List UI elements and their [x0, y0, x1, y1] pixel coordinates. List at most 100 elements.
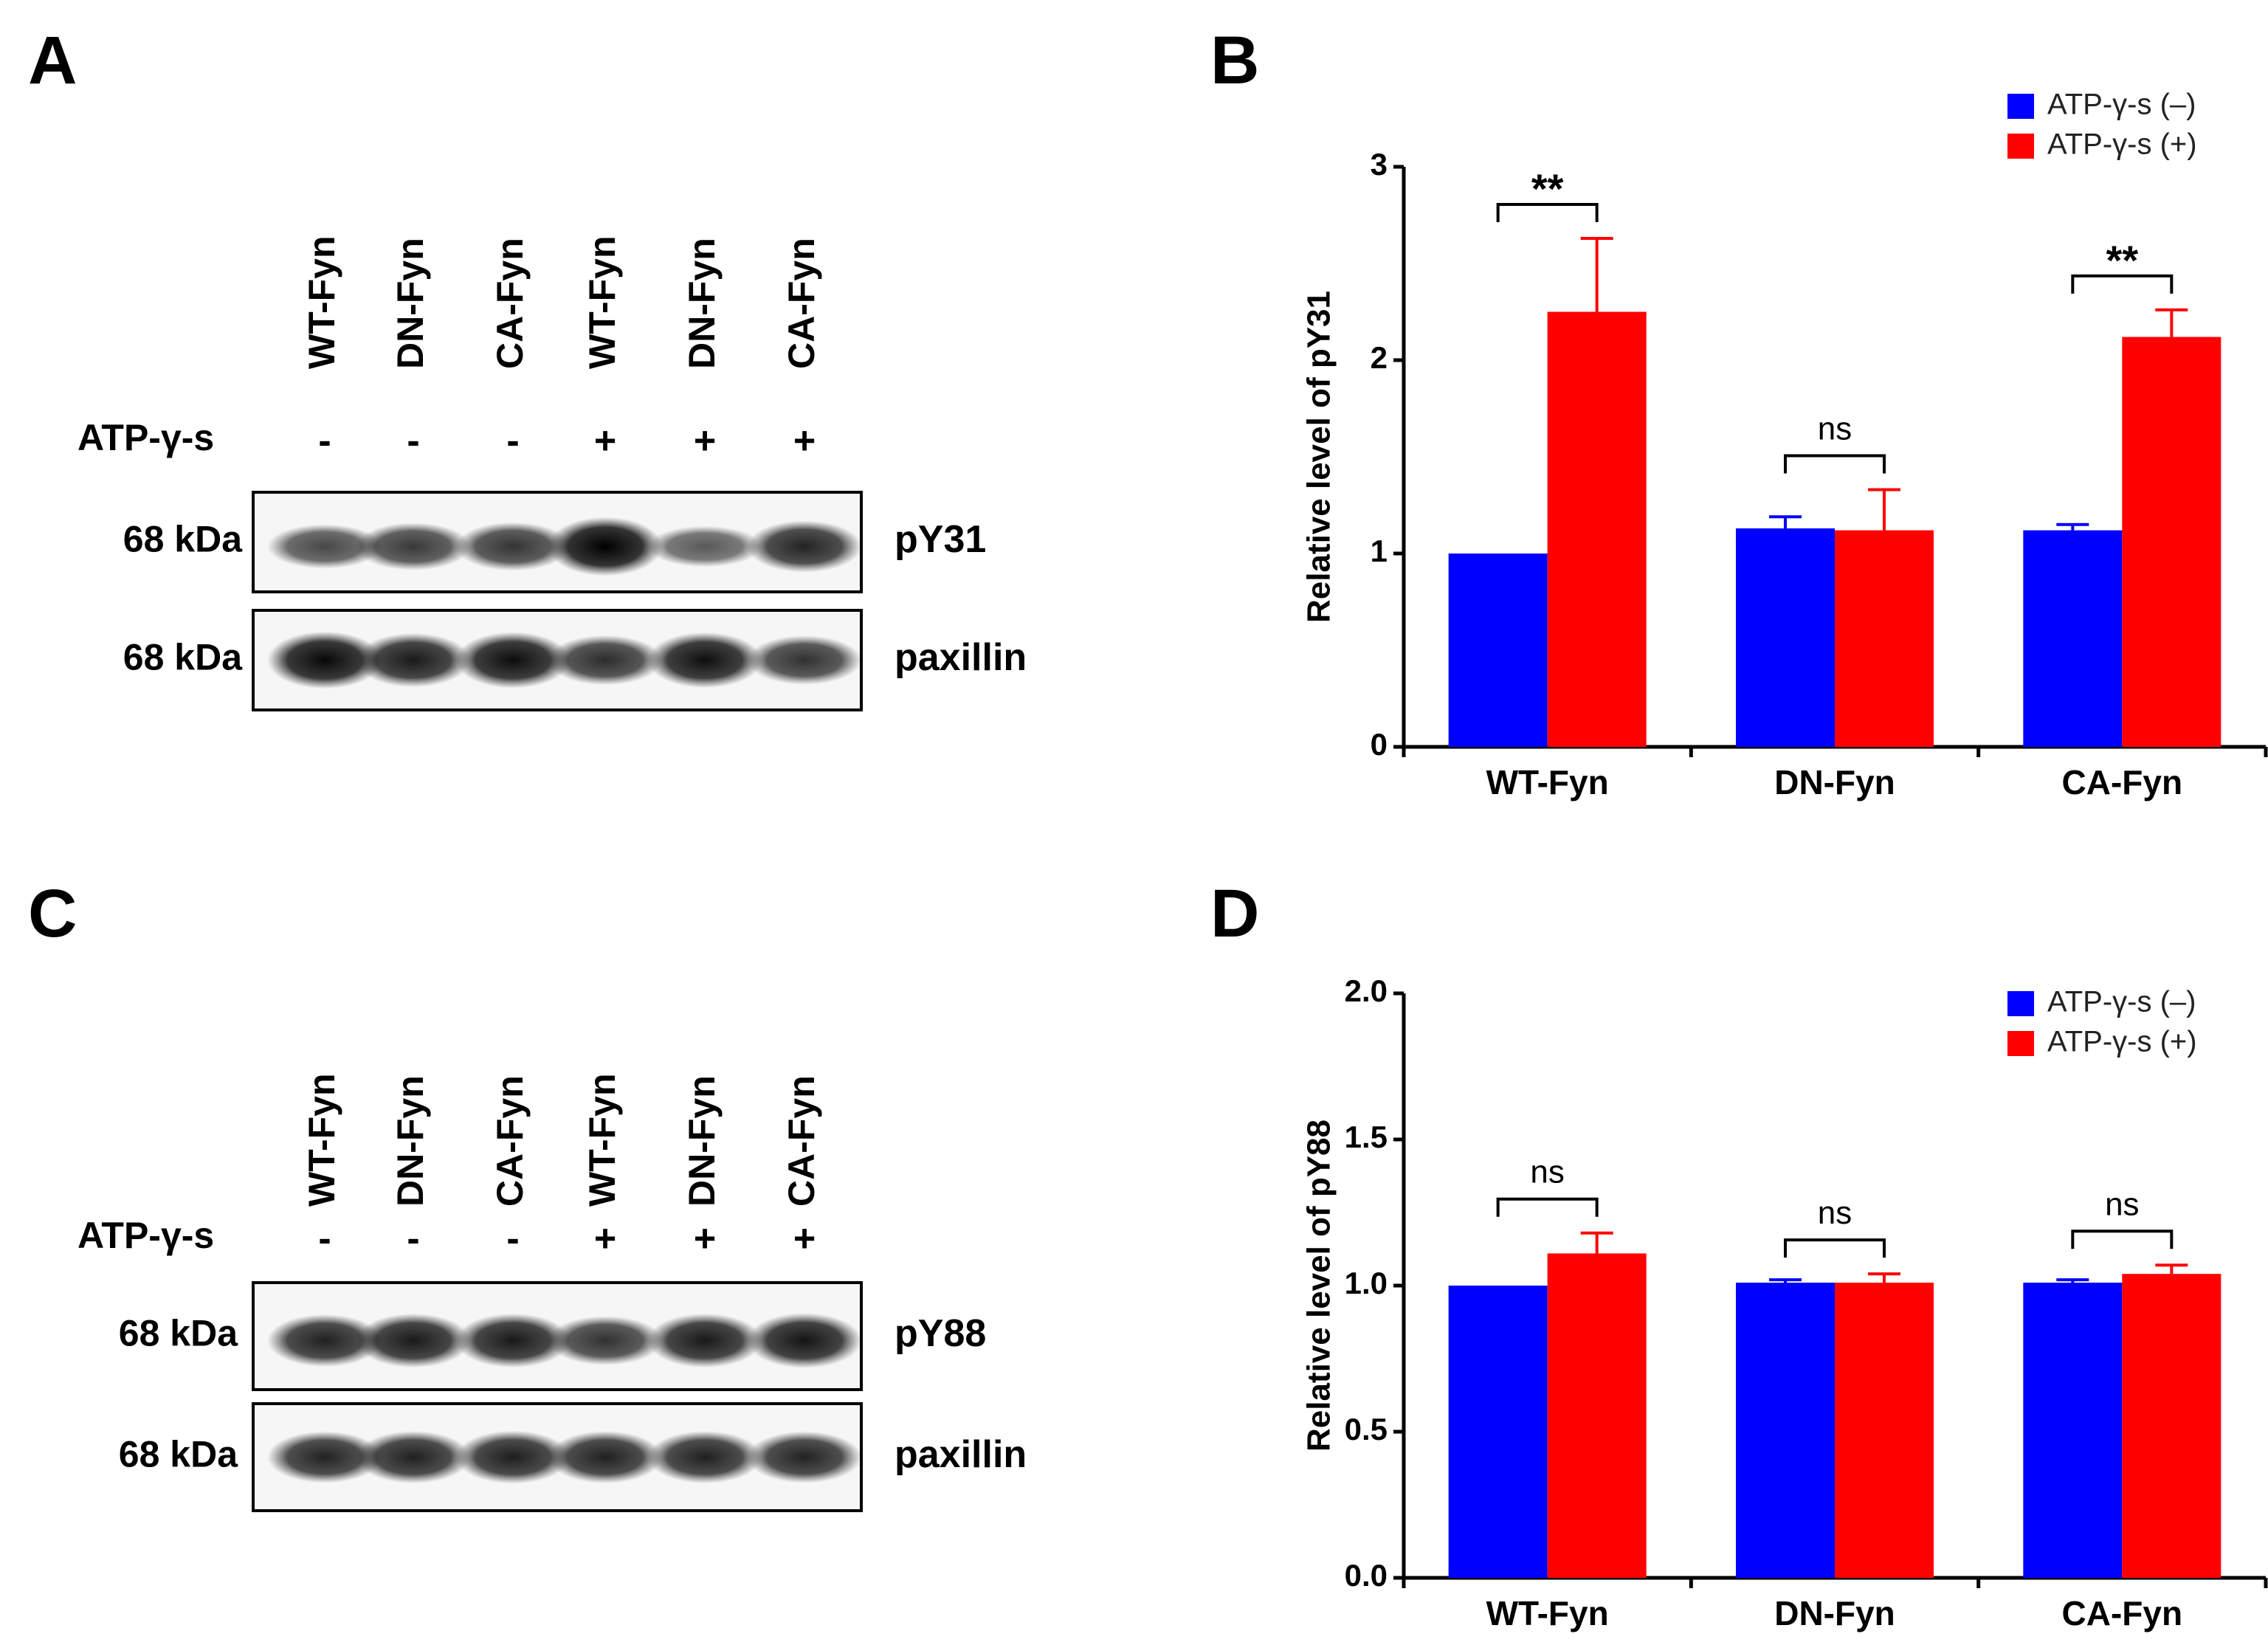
- legend-swatch: [2007, 94, 2034, 119]
- y-tick-label: 0.5: [1345, 1412, 1388, 1446]
- x-tick-label: WT-Fyn: [1486, 763, 1609, 801]
- bar: [1835, 530, 1934, 747]
- panel-letter-a: A: [28, 23, 77, 98]
- protein-band: [747, 1313, 862, 1368]
- size-marker: 68 kDa: [119, 1313, 238, 1354]
- legend-label: ATP-γ-s (+): [2047, 128, 2197, 161]
- x-tick-label: DN-Fyn: [1774, 763, 1895, 801]
- protein-band: [548, 1316, 663, 1365]
- bar: [1448, 1286, 1548, 1578]
- protein-band: [455, 632, 571, 689]
- significance-bracket: [2071, 1230, 2174, 1249]
- treatment-sign: +: [793, 420, 816, 463]
- y-axis-label: Relative level of pY88: [1301, 1120, 1337, 1452]
- y-tick-label: 1.5: [1345, 1120, 1388, 1154]
- lane-label: WT-Fyn: [582, 1073, 623, 1207]
- bar: [1736, 528, 1835, 747]
- treatment-sign: +: [694, 420, 716, 463]
- panel-letter-b: B: [1210, 23, 1260, 98]
- legend-swatch: [2007, 1031, 2034, 1056]
- row-label: pY88: [895, 1312, 986, 1355]
- bar: [1835, 1283, 1934, 1578]
- significance-label: ns: [1818, 411, 1852, 447]
- lane-label: CA-Fyn: [781, 238, 822, 369]
- size-marker: 68 kDa: [123, 637, 243, 678]
- significance-bracket: [1496, 1197, 1599, 1217]
- treatment-sign: +: [694, 1218, 716, 1261]
- y-tick-label: 2.0: [1345, 973, 1388, 1008]
- protein-band: [455, 522, 571, 571]
- legend-label: ATP-γ-s (+): [2047, 1026, 2197, 1058]
- protein-band: [548, 635, 663, 686]
- treatment-label: ATP-γ-s: [77, 417, 214, 458]
- bar: [2023, 1283, 2123, 1578]
- treatment-sign: +: [594, 1218, 616, 1261]
- x-tick-label: WT-Fyn: [1486, 1594, 1609, 1632]
- y-tick-label: 1.0: [1345, 1266, 1388, 1300]
- bar-chart-d: 0.0 0.5 1.0 1.5 2.0 Relative level of pY88 WT-…: [1301, 973, 2268, 1632]
- protein-band: [267, 631, 382, 689]
- bar: [1547, 1253, 1647, 1578]
- legend-label: ATP-γ-s (–): [2047, 89, 2196, 121]
- protein-band: [747, 1431, 862, 1483]
- protein-band: [548, 517, 663, 576]
- row-label: paxillin: [895, 636, 1027, 679]
- legend-label: ATP-γ-s (–): [2047, 986, 2196, 1018]
- protein-band: [356, 523, 471, 570]
- panel-letter-d: D: [1210, 876, 1260, 951]
- bar: [2023, 530, 2123, 747]
- protein-band: [267, 1314, 382, 1368]
- y-tick-label: 2: [1371, 340, 1388, 375]
- protein-band: [267, 1431, 382, 1483]
- protein-band: [647, 1430, 762, 1484]
- significance-label: **: [1531, 165, 1564, 212]
- protein-band: [647, 525, 762, 568]
- significance-label: **: [2106, 237, 2139, 283]
- protein-band: [356, 1313, 471, 1368]
- treatment-sign: -: [407, 1218, 419, 1261]
- significance-label: ns: [1530, 1154, 1564, 1190]
- western-blot-c: WT-Fyn DN-Fyn CA-Fyn WT-Fyn DN-Fyn CA-Fyn ATP-…: [77, 1073, 1027, 1512]
- protein-band: [455, 1430, 571, 1484]
- significance-bracket: [1784, 454, 1886, 474]
- lane-label: CA-Fyn: [489, 238, 531, 369]
- x-tick-label: CA-Fyn: [2062, 763, 2183, 801]
- treatment-sign: +: [594, 420, 616, 463]
- bar: [1736, 1283, 1835, 1578]
- treatment-sign: -: [506, 1218, 519, 1261]
- protein-band: [747, 520, 862, 573]
- row-label: paxillin: [895, 1433, 1027, 1476]
- significance-bracket: [2071, 274, 2174, 294]
- lane-label: DN-Fyn: [681, 1075, 723, 1207]
- legend-swatch: [2007, 991, 2034, 1016]
- legend-swatch: [2007, 134, 2034, 159]
- treatment-sign: +: [793, 1218, 816, 1261]
- protein-band: [747, 635, 862, 685]
- significance-label: ns: [1818, 1195, 1852, 1231]
- protein-band: [356, 1430, 471, 1484]
- treatment-sign: -: [407, 420, 419, 463]
- significance-bracket: [1784, 1238, 1886, 1258]
- treatment-sign: -: [506, 420, 519, 463]
- protein-band: [647, 632, 762, 689]
- size-marker: 68 kDa: [123, 519, 243, 560]
- x-tick-label: CA-Fyn: [2062, 1594, 2183, 1632]
- y-tick-label: 1: [1371, 534, 1388, 568]
- lane-label: WT-Fyn: [301, 235, 342, 369]
- significance-bracket: [1496, 202, 1599, 222]
- lane-label: WT-Fyn: [301, 1073, 342, 1207]
- y-tick-label: 3: [1371, 147, 1388, 182]
- row-label: pY31: [895, 518, 986, 561]
- lane-label: CA-Fyn: [781, 1075, 822, 1207]
- bar: [2122, 1274, 2222, 1578]
- lane-label: DN-Fyn: [390, 1075, 431, 1207]
- protein-band: [455, 1313, 571, 1368]
- x-tick-label: DN-Fyn: [1774, 1594, 1895, 1632]
- treatment-label: ATP-γ-s: [77, 1215, 214, 1256]
- lane-label: CA-Fyn: [489, 1075, 531, 1207]
- bar: [2122, 337, 2222, 747]
- lane-label: DN-Fyn: [681, 238, 723, 369]
- protein-band: [356, 632, 471, 688]
- y-tick-label: 0.0: [1345, 1558, 1388, 1593]
- lane-label: WT-Fyn: [582, 235, 623, 369]
